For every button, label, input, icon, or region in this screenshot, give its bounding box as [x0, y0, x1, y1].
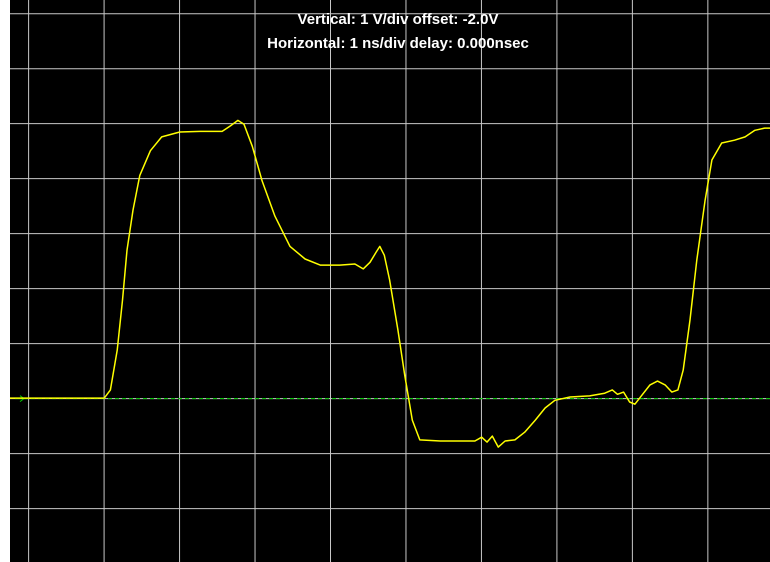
vertical-setting: Vertical: 1 V/div offset: -2.0V	[298, 11, 499, 28]
waveform	[10, 119, 770, 448]
horizontal-setting: Horizontal: 1 ns/div delay: 0.000nsec	[267, 35, 529, 52]
